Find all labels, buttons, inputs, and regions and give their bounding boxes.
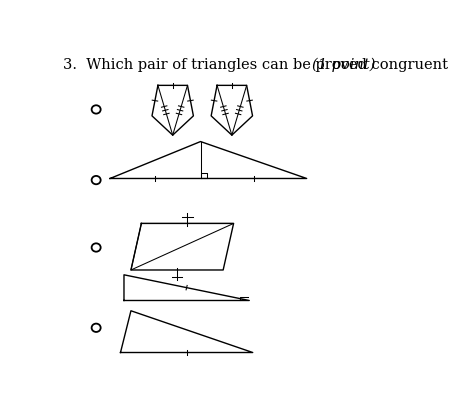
Text: (1 point): (1 point) xyxy=(312,58,375,73)
Text: 3.  Which pair of triangles can be proved congruent by SAS?: 3. Which pair of triangles can be proved… xyxy=(63,58,449,72)
